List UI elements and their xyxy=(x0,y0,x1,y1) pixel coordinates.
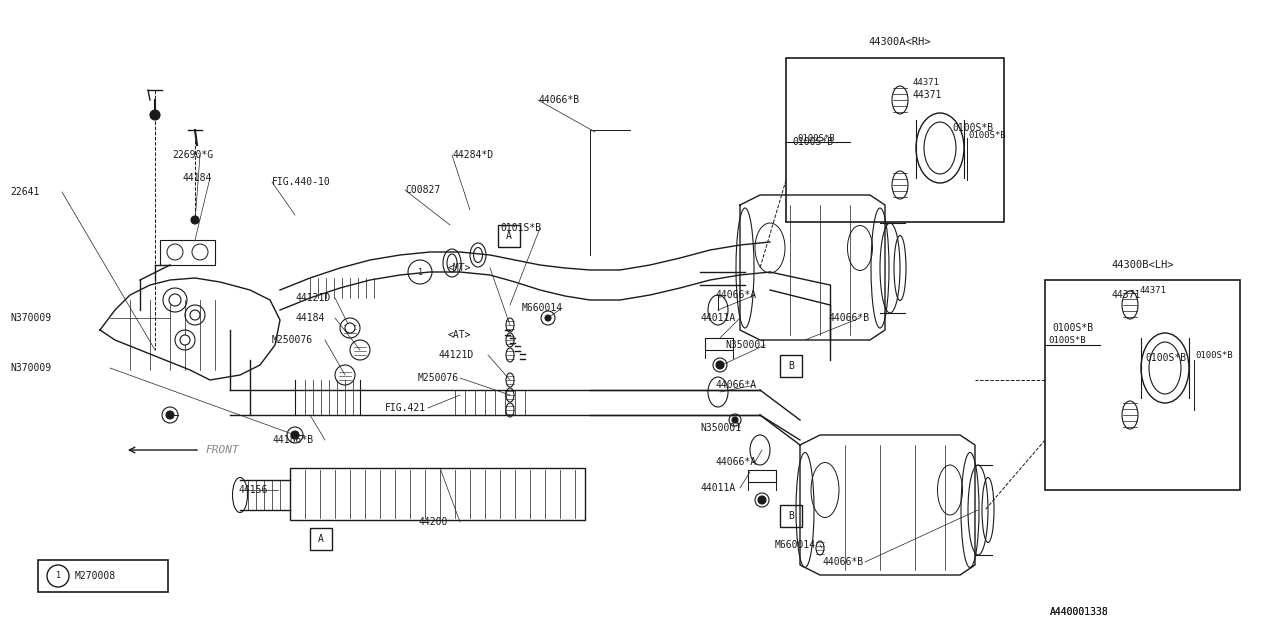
Bar xyxy=(1044,280,1240,490)
Text: <AT>: <AT> xyxy=(448,330,471,340)
Text: 1: 1 xyxy=(55,572,60,580)
Text: 44371: 44371 xyxy=(913,77,938,86)
Text: C00827: C00827 xyxy=(404,185,440,195)
Text: 44184: 44184 xyxy=(294,313,324,323)
Bar xyxy=(780,505,803,527)
Text: 0100S*B: 0100S*B xyxy=(1146,353,1187,363)
Text: <MT>: <MT> xyxy=(448,263,471,273)
Circle shape xyxy=(545,315,550,321)
Text: 44066*B: 44066*B xyxy=(828,313,869,323)
Text: 44066*A: 44066*A xyxy=(716,457,756,467)
Text: 44121D: 44121D xyxy=(294,293,330,303)
Circle shape xyxy=(189,310,200,320)
Circle shape xyxy=(169,294,180,306)
Text: N350001: N350001 xyxy=(724,340,767,350)
Text: A: A xyxy=(506,231,512,241)
Text: 0100S*B: 0100S*B xyxy=(968,131,1006,140)
Text: 44066*B: 44066*B xyxy=(822,557,863,567)
Circle shape xyxy=(346,323,355,333)
Text: 44284*D: 44284*D xyxy=(452,150,493,160)
Bar xyxy=(748,470,776,482)
Circle shape xyxy=(150,110,160,120)
Text: 44371: 44371 xyxy=(1140,285,1167,294)
Text: FIG.421: FIG.421 xyxy=(385,403,426,413)
Text: 44121D: 44121D xyxy=(438,350,474,360)
Text: FIG.440-10: FIG.440-10 xyxy=(273,177,330,187)
Text: 44200: 44200 xyxy=(419,517,448,527)
Text: 44371: 44371 xyxy=(913,90,941,100)
Text: B: B xyxy=(788,511,794,521)
Text: 44156: 44156 xyxy=(238,485,268,495)
Text: A440001338: A440001338 xyxy=(1050,607,1108,617)
Text: 22690*G: 22690*G xyxy=(172,150,214,160)
Text: N350001: N350001 xyxy=(700,423,741,433)
Bar xyxy=(291,468,585,520)
Text: M250076: M250076 xyxy=(419,373,460,383)
Circle shape xyxy=(758,496,765,504)
Text: A440001338: A440001338 xyxy=(1050,607,1108,617)
Text: N370009: N370009 xyxy=(10,313,51,323)
Text: B: B xyxy=(788,361,794,371)
Circle shape xyxy=(166,411,174,419)
Text: 0100S*B: 0100S*B xyxy=(792,137,833,147)
Text: 0100S*B: 0100S*B xyxy=(1052,323,1093,333)
Text: M270008: M270008 xyxy=(76,571,116,581)
Text: FRONT: FRONT xyxy=(205,445,239,455)
Circle shape xyxy=(191,216,198,224)
Text: 44186*B: 44186*B xyxy=(273,435,314,445)
Circle shape xyxy=(291,431,300,439)
Circle shape xyxy=(180,335,189,345)
Text: 44371: 44371 xyxy=(1112,290,1142,300)
Text: 44184: 44184 xyxy=(182,173,211,183)
Bar xyxy=(786,58,1004,222)
Text: 0100S*B: 0100S*B xyxy=(1048,335,1085,344)
Text: N370009: N370009 xyxy=(10,363,51,373)
Bar xyxy=(310,528,332,550)
Bar xyxy=(160,240,215,265)
Bar xyxy=(38,560,168,592)
Text: M250076: M250076 xyxy=(273,335,314,345)
Text: 0101S*B: 0101S*B xyxy=(500,223,541,233)
Text: 0100S*B: 0100S*B xyxy=(1196,351,1233,360)
Text: 0100S*B: 0100S*B xyxy=(797,134,835,143)
Text: A: A xyxy=(317,534,324,544)
Bar xyxy=(498,225,520,247)
Text: 44066*B: 44066*B xyxy=(538,95,579,105)
Text: M660014: M660014 xyxy=(522,303,563,313)
Text: 0100S*B: 0100S*B xyxy=(952,123,993,133)
Text: 44066*A: 44066*A xyxy=(716,290,756,300)
Circle shape xyxy=(732,417,739,423)
Text: 44011A: 44011A xyxy=(700,313,735,323)
Text: 1: 1 xyxy=(417,268,422,276)
Text: 22641: 22641 xyxy=(10,187,40,197)
Text: 44066*A: 44066*A xyxy=(716,380,756,390)
Bar xyxy=(780,355,803,377)
Circle shape xyxy=(716,361,724,369)
Text: 44300B<LH>: 44300B<LH> xyxy=(1112,260,1174,270)
Text: M660014: M660014 xyxy=(774,540,817,550)
Text: 44300A<RH>: 44300A<RH> xyxy=(869,37,932,47)
Bar xyxy=(705,338,733,350)
Text: 44011A: 44011A xyxy=(700,483,735,493)
